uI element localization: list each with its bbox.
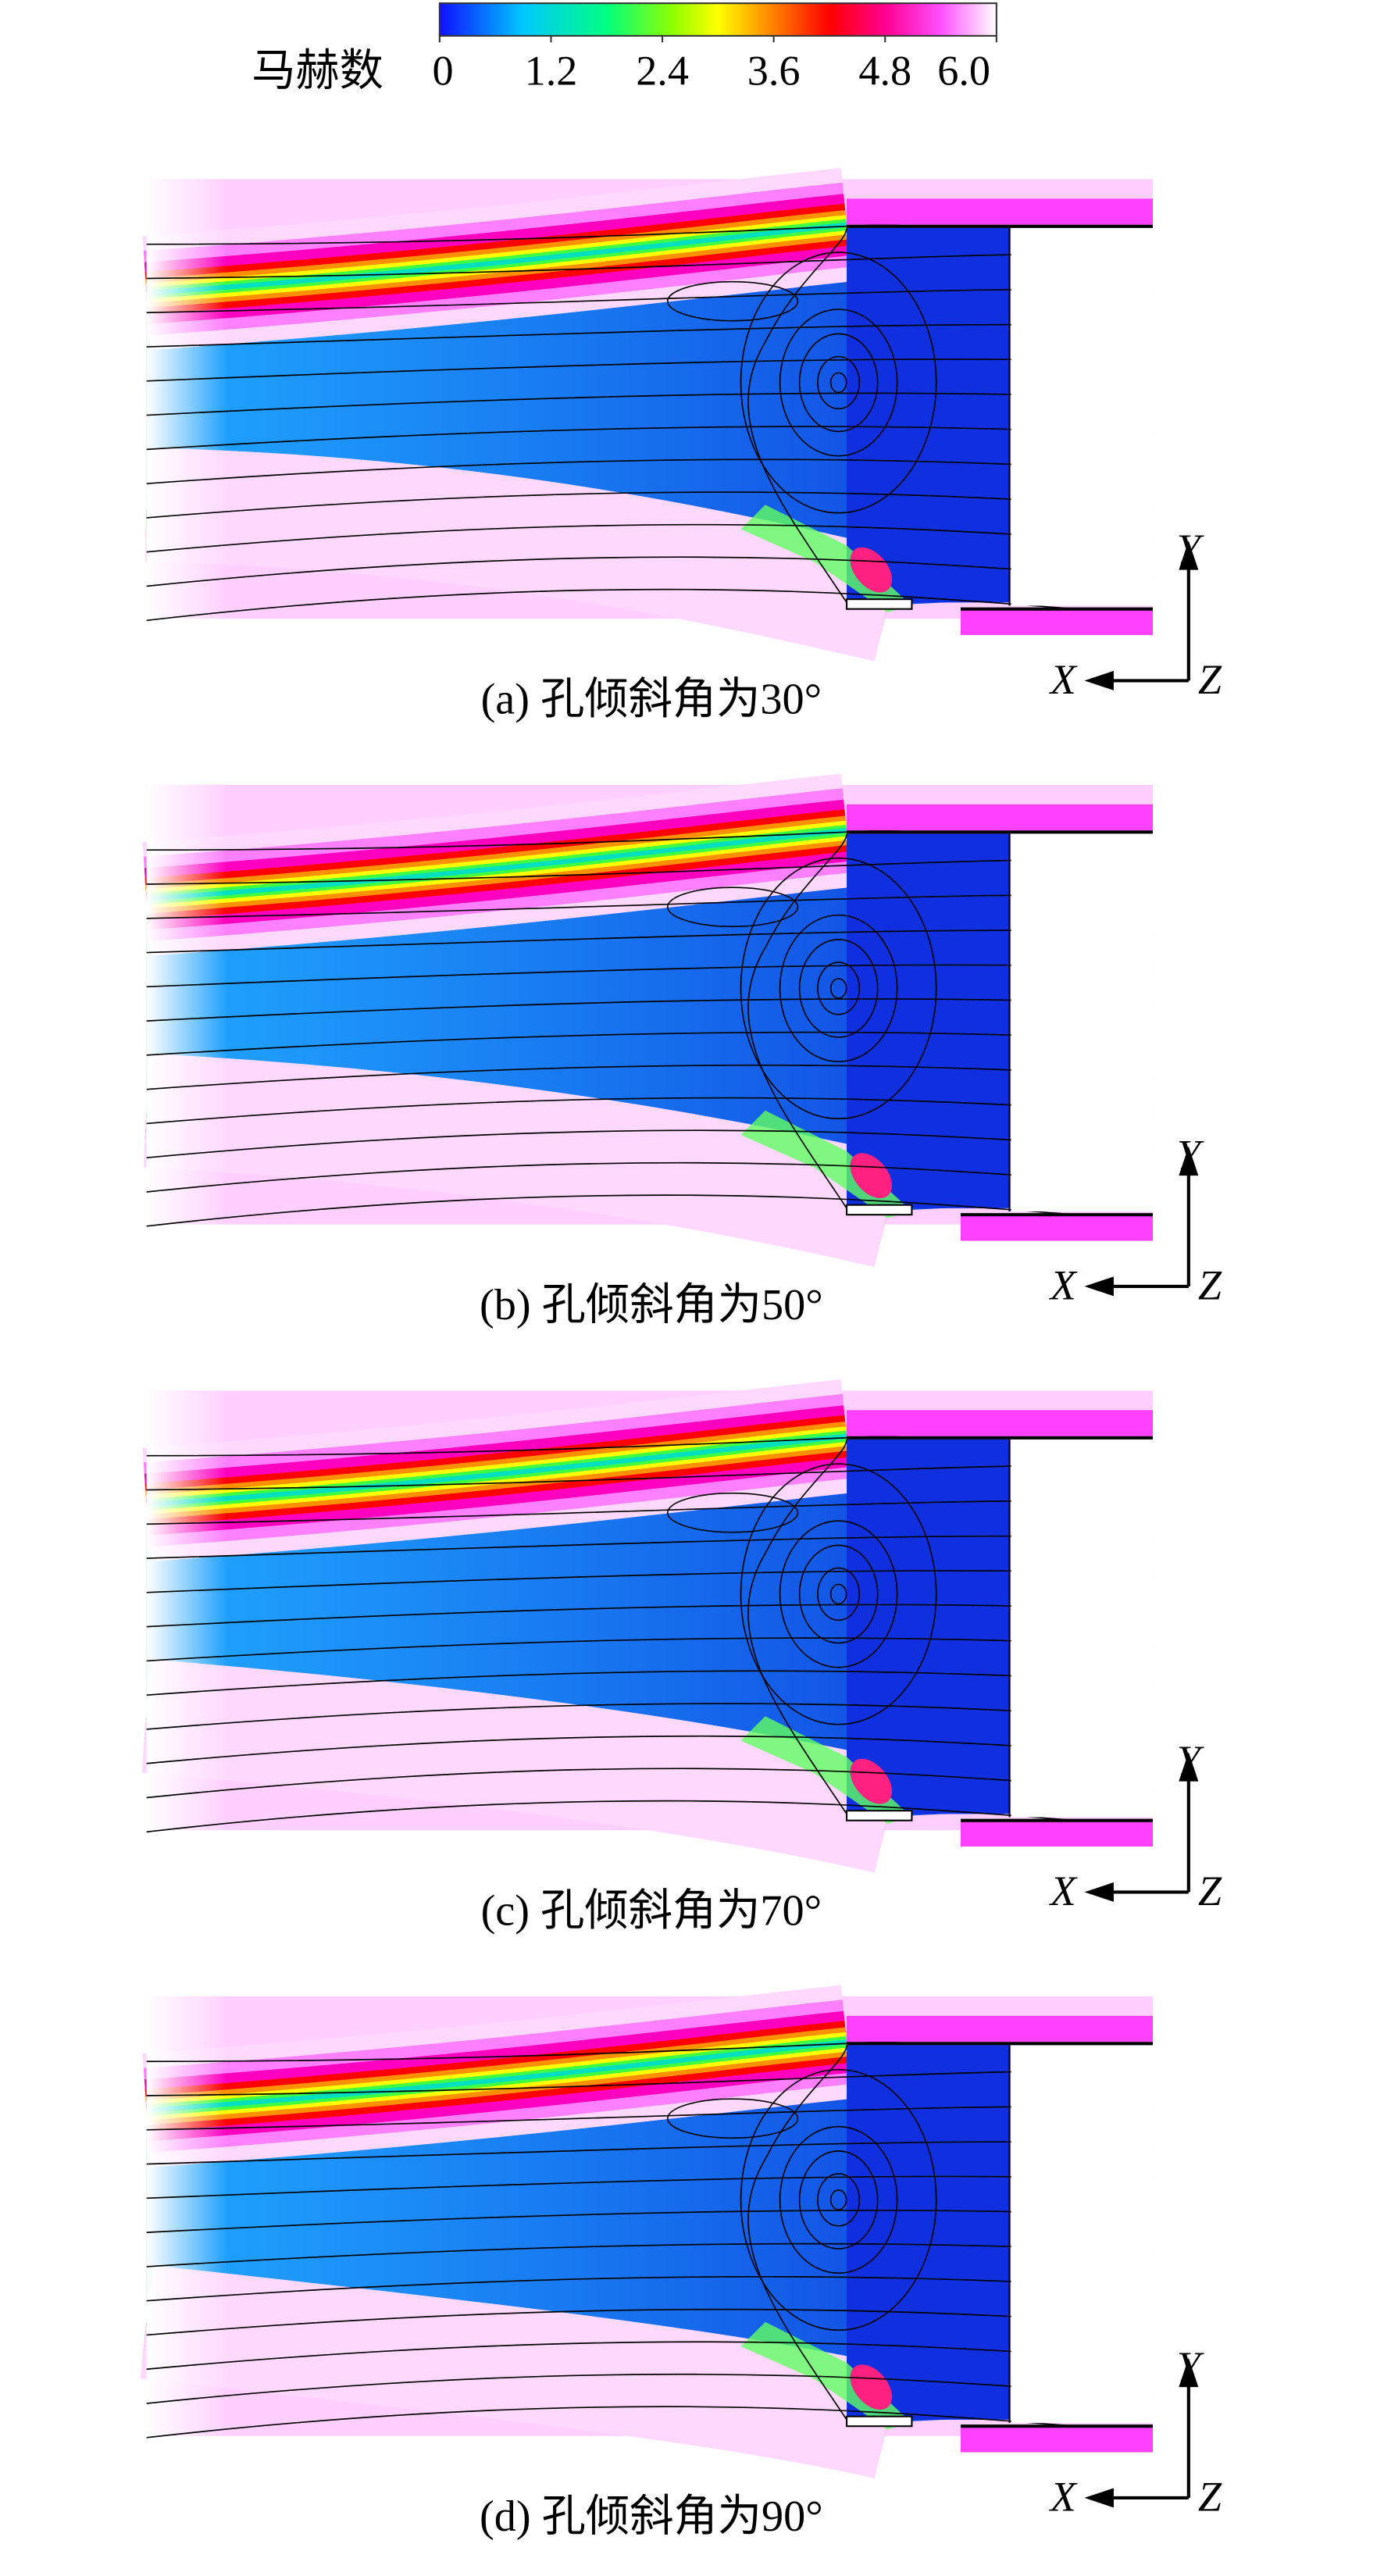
arrow-head xyxy=(1084,670,1114,690)
panel-caption: (c) 孔倾斜角为70° xyxy=(481,1887,822,1936)
panel: Y X Z (a) 孔倾斜角为30° xyxy=(142,168,1222,724)
upper-plate xyxy=(847,804,1153,831)
vortex xyxy=(666,1492,799,1533)
upper-plate xyxy=(847,1410,1153,1436)
vortex xyxy=(666,887,799,928)
vortex xyxy=(798,2150,879,2250)
panel: Y X Z (b) 孔倾斜角为50° xyxy=(142,773,1222,1329)
vortex xyxy=(666,280,799,322)
axis-label: X xyxy=(1049,1262,1078,1309)
vortex xyxy=(798,1544,879,1644)
upper-plate xyxy=(847,198,1153,225)
fade xyxy=(146,1996,1153,2469)
vortex xyxy=(817,2173,861,2227)
lower-plate xyxy=(960,1820,1153,1847)
hole-lip xyxy=(846,1810,913,1821)
cavity-void xyxy=(1011,833,1153,1212)
axis-label: Y xyxy=(1177,526,1204,573)
hole-lip xyxy=(846,598,913,610)
vortex xyxy=(740,2068,937,2332)
streamline xyxy=(747,227,847,603)
arrow-head xyxy=(1179,1752,1199,1782)
tick-label: 0 xyxy=(432,47,453,94)
arrow-head xyxy=(1179,541,1199,570)
arrow-head xyxy=(1084,1882,1114,1902)
lower-plate xyxy=(960,1215,1153,1241)
arrow-head xyxy=(1084,1276,1114,1297)
vortex xyxy=(740,1463,937,1725)
colorbar xyxy=(438,2,997,37)
panel: Y X Z (c) 孔倾斜角为70° xyxy=(141,1379,1222,1936)
tick-label: 1.2 xyxy=(525,47,578,94)
fade xyxy=(146,179,1153,651)
vortex xyxy=(740,857,937,1120)
vortex xyxy=(779,1520,898,1668)
cavity-void xyxy=(1011,227,1153,606)
panel-caption: (b) 孔倾斜角为50° xyxy=(480,1281,823,1329)
vortex xyxy=(779,2125,898,2275)
panel-caption: (d) 孔倾斜角为90° xyxy=(480,2492,823,2541)
axis-label: X xyxy=(1049,1868,1078,1914)
axis-label: X xyxy=(1049,656,1078,703)
cavity-void xyxy=(1011,1439,1153,1818)
tick-label: 3.6 xyxy=(747,47,801,94)
vortex xyxy=(817,355,861,410)
hole-lip xyxy=(846,1204,913,1216)
streamline xyxy=(747,2045,847,2421)
vortex xyxy=(798,333,879,433)
vortex xyxy=(829,1583,847,1605)
tick-label: 4.8 xyxy=(858,47,911,94)
panel-caption: (a) 孔倾斜角为30° xyxy=(481,676,822,724)
streamline xyxy=(747,1439,847,1814)
axis-label: Z xyxy=(1198,656,1222,703)
vortex xyxy=(779,309,898,457)
upper-plate xyxy=(847,2015,1153,2043)
axis-label: Z xyxy=(1198,2474,1222,2521)
lower-plate xyxy=(960,2426,1153,2453)
axis-label: Z xyxy=(1198,1262,1222,1309)
vortex xyxy=(740,252,937,514)
axis-label: Y xyxy=(1177,2343,1204,2390)
tick-label: 6.0 xyxy=(937,47,990,94)
axis-label: X xyxy=(1049,2474,1078,2521)
vortex xyxy=(829,2189,847,2210)
axis-label: Y xyxy=(1177,1132,1204,1179)
panels: Y X Z (a) 孔倾斜角为30° Y X Z (b) 孔倾斜角为50° Y X Z (c) 孔倾斜… xyxy=(140,168,1222,2541)
vortex xyxy=(817,962,861,1015)
fade xyxy=(146,784,1153,1258)
streamline xyxy=(747,833,847,1209)
vortex xyxy=(666,2098,799,2139)
fade xyxy=(146,1390,1153,1863)
cavity-void xyxy=(1011,2045,1153,2424)
vortex xyxy=(829,978,847,999)
axis-label: Z xyxy=(1198,1868,1222,1914)
arrow-head xyxy=(1084,2488,1114,2508)
hole-lip xyxy=(846,2415,913,2428)
tick-label: 2.4 xyxy=(636,47,689,94)
vortex xyxy=(829,372,847,394)
arrow-head xyxy=(1179,2357,1199,2388)
vortex xyxy=(779,914,898,1063)
lower-plate xyxy=(960,608,1153,636)
axis-label: Y xyxy=(1177,1737,1204,1784)
colorbar-label: 马赫数 xyxy=(251,47,383,95)
vortex xyxy=(798,939,879,1038)
arrow-head xyxy=(1179,1146,1199,1176)
panel: Y X Z (d) 孔倾斜角为90° xyxy=(140,1985,1222,2541)
vortex xyxy=(817,1567,861,1622)
